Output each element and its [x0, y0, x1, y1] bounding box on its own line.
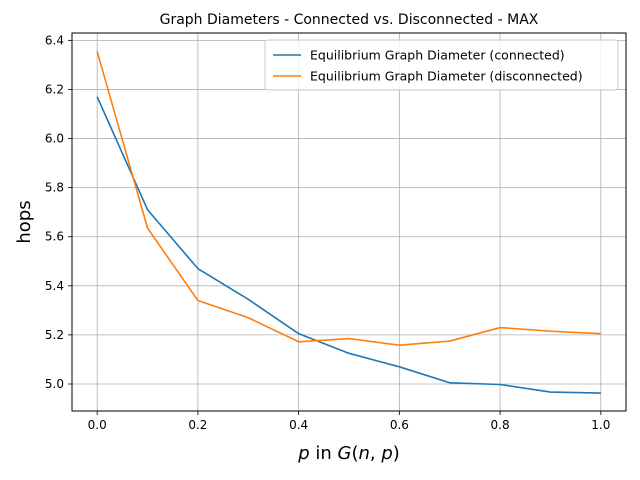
- chart-title: Graph Diameters - Connected vs. Disconne…: [160, 12, 539, 28]
- y-tick-label: 5.2: [45, 328, 64, 342]
- y-tick-label: 5.6: [45, 230, 64, 244]
- y-tick-label: 6.0: [45, 132, 64, 146]
- x-tick-label: 0.8: [491, 418, 510, 432]
- x-tick-label: 0.6: [390, 418, 409, 432]
- x-tick-label: 0.0: [88, 418, 107, 432]
- y-tick-label: 6.2: [45, 82, 64, 96]
- x-axis-label: p in G(n, p): [297, 443, 400, 464]
- series-lines: [96, 51, 601, 394]
- plot-frame: [71, 32, 627, 412]
- series-line-2: [96, 51, 601, 347]
- y-tick-label: 5.0: [45, 377, 64, 391]
- legend-label-1: Equilibrium Graph Diameter (connected): [310, 48, 565, 63]
- x-tick-label: 0.4: [289, 418, 308, 432]
- x-tick-label: 0.2: [188, 418, 207, 432]
- legend-box: [264, 39, 619, 91]
- x-tick-label: 1.0: [591, 418, 610, 432]
- legend-label-2: Equilibrium Graph Diameter (disconnected…: [310, 69, 583, 84]
- y-tick-label: 5.8: [45, 181, 64, 195]
- series-line-1: [96, 96, 601, 394]
- y-tick-label: 6.4: [45, 33, 64, 47]
- y-axis-label: hops: [14, 200, 35, 243]
- y-axis-ticks: 5.0 5.2 5.4 5.6 5.8 6.0 6.2 6.4: [45, 33, 72, 391]
- x-axis-ticks: 0.0 0.2 0.4 0.6 0.8 1.0: [88, 411, 610, 432]
- legend: Equilibrium Graph Diameter (connected) Eq…: [264, 39, 619, 91]
- y-tick-label: 5.4: [45, 279, 64, 293]
